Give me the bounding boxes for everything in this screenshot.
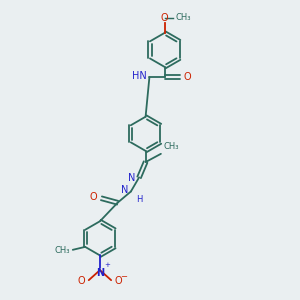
Text: N: N [128, 173, 135, 183]
Text: HN: HN [132, 71, 146, 81]
Text: O: O [90, 192, 98, 202]
Text: O: O [115, 276, 122, 286]
Text: −: − [121, 272, 128, 281]
Text: CH₃: CH₃ [55, 246, 70, 255]
Text: N: N [96, 268, 104, 278]
Text: O: O [161, 13, 169, 22]
Text: CH₃: CH₃ [176, 13, 191, 22]
Text: +: + [104, 262, 110, 268]
Text: O: O [78, 276, 85, 286]
Text: H: H [136, 195, 142, 204]
Text: N: N [121, 185, 128, 195]
Text: CH₃: CH₃ [163, 142, 179, 152]
Text: O: O [184, 72, 191, 82]
